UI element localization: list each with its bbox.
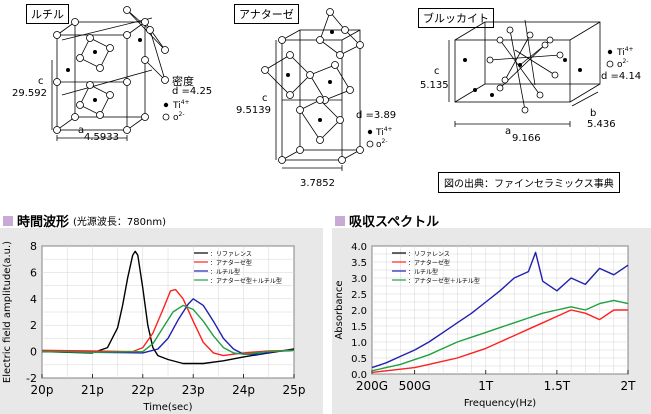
series-line	[371, 299, 629, 372]
x-tick-label: 1.5T	[544, 379, 571, 393]
series-line	[371, 309, 628, 374]
brookite-c-letter: c	[434, 66, 440, 77]
x-tick-label: 1T	[478, 379, 494, 393]
series-line	[41, 250, 295, 365]
y-tick-label: 1.0	[351, 338, 367, 349]
y-tick-label: -2	[26, 372, 37, 385]
brookite-o-legend: o2-	[617, 58, 629, 70]
brookite-label: ブルッカイト	[418, 8, 494, 28]
time-waveform-chart: -2 0 2 4 6 8 20p 21p 22p 23p 24p 25p Time(sec) Electr…	[2, 240, 306, 413]
anatase-a-value: 3.7852	[300, 178, 335, 189]
anatase-c-letter: c	[262, 93, 268, 104]
legend-entry: ：リファレンス	[408, 251, 450, 258]
legend-entry: ：アナターゼ型	[408, 259, 450, 267]
source-note: 図の出典：ファインセラミックス事典	[438, 172, 620, 193]
rutile-o-legend: o2-	[173, 111, 185, 123]
y-axis-label: Absorbance	[334, 280, 345, 339]
anatase-label: アナターゼ	[234, 4, 299, 24]
brookite-density: d =4.14	[601, 71, 642, 82]
y-tick-label: 0.5	[351, 354, 367, 365]
y-tick-label: 6	[30, 266, 37, 279]
x-tick-label: 2T	[621, 379, 637, 393]
anatase-ti-legend: Ti4+	[376, 126, 393, 138]
x-tick-label: 200G	[356, 379, 388, 393]
y-tick-label: 3.0	[351, 274, 367, 285]
y-tick-label: 2	[30, 319, 37, 332]
x-axis-label: Time(sec)	[142, 402, 192, 413]
x-tick-label: 25p	[283, 383, 306, 397]
brookite-a-letter: a	[505, 126, 512, 137]
x-axis-label: Frequency(Hz)	[464, 398, 536, 409]
legend-entry: ：アナターゼ型＋ルチル型	[408, 277, 480, 285]
anatase-density: d =3.89	[356, 110, 397, 121]
rutile-density: d =4.25	[172, 86, 213, 97]
legend-entry: ：アナターゼ型＋ルチル型	[210, 277, 282, 285]
y-axis-label: Electric field amplitude(a.u.)	[2, 241, 13, 383]
anatase-structure	[264, 11, 361, 171]
x-tick-label: 500G	[399, 379, 431, 393]
absorption-chart: 0.0 0.5 1.0 1.5 2.0 2.5 3.0 3.5 4.0 200G 500G 1T 1.5…	[334, 242, 637, 409]
title-square-icon	[335, 215, 345, 226]
x-tick-label: 24p	[232, 383, 255, 397]
legend-entry: ：ルチル型	[210, 268, 240, 276]
y-tick-label: 1.5	[351, 322, 367, 333]
x-tick-label: 20p	[31, 383, 54, 397]
time-waveform-title: 時間波形 (光源波長：780nm)	[3, 211, 166, 230]
brookite-structure	[448, 19, 601, 127]
legend-entry: ：リファレンス	[210, 251, 252, 258]
rutile-a-letter: a	[78, 125, 85, 136]
title-square-icon	[3, 215, 13, 226]
rutile-label: ルチル	[26, 4, 69, 24]
y-tick-label: 3.5	[351, 258, 367, 269]
y-tick-label: 4	[30, 293, 37, 306]
series-line	[371, 251, 629, 369]
y-tick-label: 2.5	[351, 290, 367, 301]
x-tick-label: 21p	[81, 383, 104, 397]
crystal-structures-figure	[51, 6, 614, 171]
brookite-ti-legend: Ti4+	[617, 46, 634, 58]
y-tick-label: 4.0	[351, 242, 367, 253]
anatase-o-legend: o2-	[376, 138, 388, 150]
x-tick-label: 23p	[182, 383, 205, 397]
rutile-density-label: 密度	[172, 75, 194, 88]
rutile-a-value: 4.5933	[84, 132, 119, 143]
series-line	[41, 298, 295, 355]
y-tick-label: 2.0	[351, 306, 367, 317]
rutile-c-value: 29.592	[12, 88, 47, 99]
brookite-b-letter: b	[590, 108, 597, 119]
y-tick-label: 0	[30, 346, 37, 359]
rutile-ti-legend: Ti4+	[173, 99, 190, 111]
brookite-a-value: 9.166	[512, 133, 541, 144]
legend-entry: ：アナターゼ型	[210, 259, 252, 267]
y-tick-label: 0.0	[351, 370, 367, 381]
brookite-c-value: 5.135	[420, 80, 449, 91]
anatase-c-value: 9.5139	[236, 105, 271, 116]
brookite-b-value: 5.436	[587, 119, 616, 130]
legend-entry: ：ルチル型	[408, 268, 438, 276]
absorption-spectrum-title: 吸収スペクトル	[335, 211, 439, 230]
rutile-c-letter: c	[38, 76, 44, 87]
x-tick-label: 22p	[131, 383, 154, 397]
y-tick-label: 8	[30, 240, 37, 253]
series-line	[41, 304, 295, 355]
